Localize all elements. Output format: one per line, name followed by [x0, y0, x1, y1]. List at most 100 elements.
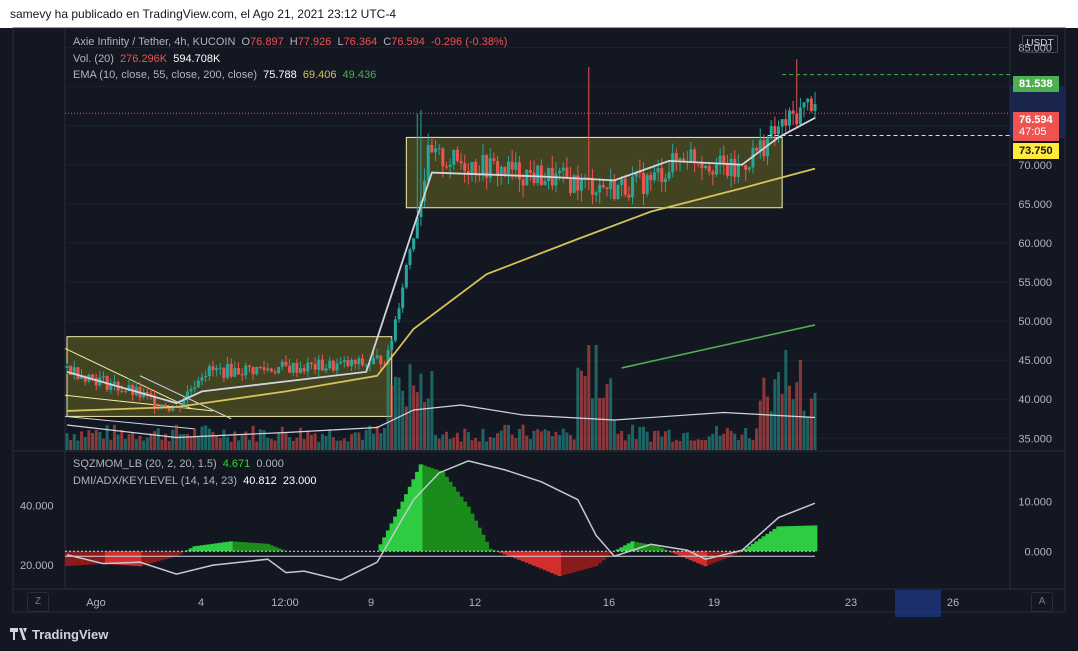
candle-body [229, 363, 233, 377]
candle-body [594, 192, 598, 195]
candle-body [806, 98, 810, 103]
ohlc-close: C76.594 [383, 36, 425, 48]
sqzmom-bar [170, 551, 176, 558]
sqzmom-bar [236, 541, 241, 552]
candle-body [747, 167, 751, 170]
sqzmom-bar [440, 471, 446, 552]
candle-body [802, 102, 806, 108]
chart-canvas[interactable]: 85.00080.00075.00070.00065.00060.00055.0… [0, 0, 1078, 617]
sqzmom-bar [619, 547, 625, 552]
volume-bar [481, 428, 485, 450]
volume-bar [386, 362, 390, 450]
volume-bar [247, 439, 251, 450]
sqzmom-bar [214, 543, 219, 552]
candle-body [306, 362, 310, 372]
volume-bar [704, 440, 708, 450]
volume-bar [747, 438, 751, 450]
candle-body [83, 376, 87, 382]
sqzmom-bar [115, 551, 121, 565]
candle-body [160, 404, 164, 408]
candle-body [94, 377, 98, 386]
log-scale-button[interactable]: Z [27, 592, 49, 612]
volume-bar [674, 439, 678, 450]
candle-body [791, 110, 795, 114]
candle-body [331, 360, 335, 371]
candle-body [729, 158, 733, 176]
volume-bar [382, 427, 386, 450]
sqzmom-bar [648, 544, 654, 552]
sqzmom-bar [188, 548, 194, 552]
candle-body [269, 368, 273, 372]
volume-bar [309, 434, 313, 450]
x-tick-label: 23 [845, 597, 857, 609]
candle-body [236, 367, 240, 375]
candle-body [185, 391, 189, 401]
candle-body [426, 144, 430, 181]
sqzmom-bar [812, 525, 818, 552]
volume-bar [631, 424, 635, 450]
volume-bar [331, 437, 335, 450]
sqzmom-bar [772, 528, 778, 552]
candle-body [561, 167, 565, 171]
symbol-name: Axie Infinity / Tether, 4h, KUCOIN [73, 36, 236, 48]
sqzmom-bar [582, 551, 588, 570]
sqzmom-bar [112, 551, 117, 565]
currency-button[interactable]: USDT [1022, 35, 1058, 53]
sqzmom-bar [553, 551, 559, 575]
sqzmom-bar [166, 551, 172, 559]
sqzmom-bar [593, 551, 599, 567]
volume-bar [550, 435, 554, 450]
sqzmom-bar [130, 551, 136, 566]
tradingview-logo: TradingView [10, 627, 108, 642]
volume-bar [729, 430, 733, 450]
footer-bar: TradingView [0, 617, 1078, 651]
volume-bar [605, 384, 609, 450]
candle-body [769, 126, 773, 139]
volume-bar [784, 350, 788, 450]
sqzmom-bar [557, 551, 562, 577]
candle-body [583, 177, 587, 179]
publisher-bar: samevy ha publicado en TradingView.com, … [0, 0, 1078, 28]
candle-body [725, 162, 729, 176]
auto-scale-button[interactable]: A [1031, 592, 1053, 612]
candle-body [390, 340, 394, 350]
volume-bar [423, 401, 427, 450]
volume-bar [145, 437, 149, 450]
sqzmom-bar [743, 548, 749, 552]
sqzmom-bar [539, 551, 544, 569]
candle-body [514, 162, 518, 170]
candle-body [455, 149, 459, 161]
sqzmom-bar [634, 542, 639, 552]
volume-bar [153, 431, 157, 450]
sqzmom-bar [415, 471, 420, 552]
volume-bar [160, 439, 164, 450]
sqzmom-bar [83, 551, 88, 565]
sqzmom-bar [531, 551, 537, 566]
candle-body [532, 172, 536, 184]
candle-body [288, 365, 292, 373]
adx-tick-label: 40.000 [20, 501, 54, 513]
volume-bar [689, 440, 693, 450]
sqzmom-bar [623, 545, 628, 552]
sqzmom-label: SQZMOM_LB (20, 2, 20, 1.5) [73, 458, 217, 470]
level-tag: 73.750 [1013, 143, 1059, 159]
sqzmom-bar [426, 466, 431, 552]
volume-bar [612, 420, 616, 450]
sqzmom-bar [670, 551, 676, 553]
volume-bar [105, 425, 109, 450]
volume-bar [371, 433, 375, 450]
ema-55-value: 69.406 [302, 69, 337, 81]
candle-body [536, 165, 540, 184]
volume-bar [532, 430, 536, 450]
volume-bar [178, 434, 182, 450]
sqzmom-bar [90, 551, 95, 565]
sqzmom-bar [126, 551, 132, 566]
volume-bar [758, 400, 762, 450]
sqzmom-bar [104, 551, 110, 564]
candle-body [601, 184, 605, 188]
sqzmom-bar [97, 551, 103, 564]
candle-body [430, 144, 434, 153]
sqzmom-bar [174, 551, 179, 557]
candle-body [667, 172, 671, 179]
candle-body [587, 177, 591, 179]
